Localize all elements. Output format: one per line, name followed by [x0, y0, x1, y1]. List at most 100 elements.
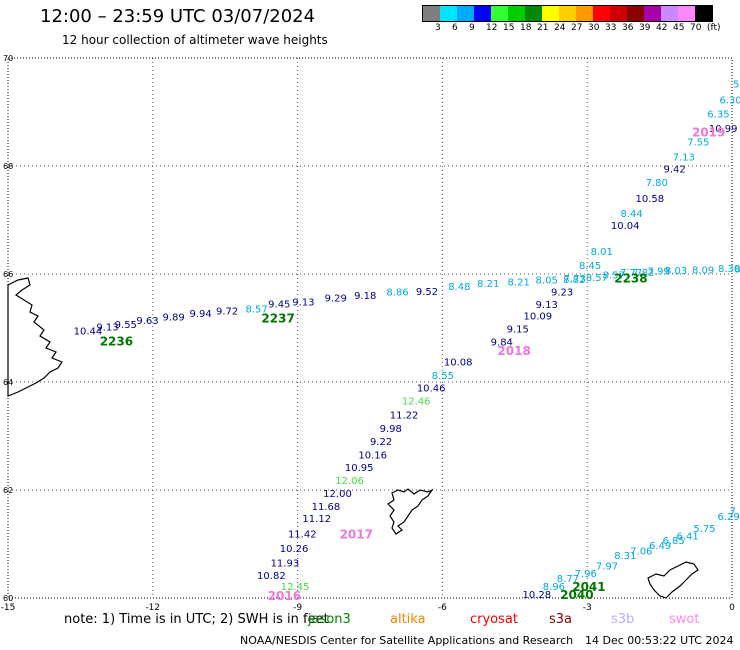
wave-height-value: 10.99 — [709, 124, 738, 135]
wave-height-value: 9.29 — [325, 294, 347, 305]
wave-height-value: 7.55 — [687, 137, 709, 148]
wave-height-value: 7.5 — [730, 506, 740, 517]
wave-height-value: 8.57 — [245, 304, 267, 315]
legend-label: 9 — [469, 23, 475, 33]
wave-height-value: 10.09 — [523, 311, 552, 322]
wave-height-value: 9.45 — [268, 299, 290, 310]
wave-height-value: 8.30 — [718, 264, 740, 275]
lon-tick-label: -15 — [1, 603, 16, 613]
wave-height-value: 10.95 — [345, 463, 374, 474]
lon-tick-label: 0 — [729, 603, 735, 613]
wave-height-value: 8.86 — [386, 288, 408, 299]
legend-labels: 3 6 9 12 15 18 21 24 27 30 33 36 39 42 45 70 (ft) — [422, 22, 721, 34]
wave-height-value: 9.13 — [536, 300, 558, 311]
wave-height-value: 8.48 — [448, 282, 470, 293]
legend-swatch — [695, 6, 712, 21]
wave-height-value: 10.58 — [635, 194, 664, 205]
coastline — [387, 488, 434, 535]
page-title: 12:00 – 23:59 UTC 03/07/2024 — [40, 6, 316, 27]
legend-swatch — [542, 6, 559, 21]
legend-label: 12 — [486, 23, 498, 33]
wave-height-value: 11.68 — [312, 502, 341, 513]
legend-label: 45 — [673, 23, 685, 33]
wave-height-value: 7.96 — [575, 569, 597, 580]
wave-height-value: 8.44 — [621, 209, 643, 220]
wave-height-value: 10.46 — [417, 384, 446, 395]
satellite-cryosat: cryosat — [470, 612, 518, 627]
legend-swatch — [593, 6, 610, 21]
wave-height-value: 8.96 — [543, 582, 565, 593]
legend-swatch — [627, 6, 644, 21]
wave-height-value: 6.29 — [718, 512, 740, 523]
wave-height-value: 8.21 — [508, 277, 530, 288]
wave-height-value: 8.09 — [692, 265, 714, 276]
legend-label: 33 — [605, 23, 617, 33]
wave-height-value: 6.85 — [662, 536, 684, 547]
wave-height-value: 9.18 — [354, 291, 376, 302]
wave-height-value: 10.28 — [523, 590, 552, 601]
legend-swatch — [474, 6, 491, 21]
wave-height-value: 8.57 — [603, 270, 625, 281]
legend-swatch — [440, 6, 457, 21]
wave-height-value: 7.06 — [630, 546, 652, 557]
wave-height-value: 8.82 — [563, 275, 585, 286]
legend-label: 30 — [588, 23, 600, 33]
legend-swatch — [678, 6, 695, 21]
lon-tick-label: -3 — [583, 603, 592, 613]
lon-tick-label: -12 — [145, 603, 160, 613]
wave-height-value: 9.63 — [136, 316, 158, 327]
pass-time-label: 2237 — [261, 312, 294, 326]
wave-height-value: 9.42 — [663, 164, 685, 175]
wave-height-value: 6.35 — [707, 109, 729, 120]
pass-time-label: 2236 — [100, 334, 133, 348]
wave-height-value: 11.93 — [271, 559, 300, 570]
wave-height-value: 10.04 — [611, 221, 640, 232]
wave-height-value: 12.46 — [402, 397, 431, 408]
wave-height-value: 7.77 — [620, 268, 642, 279]
wave-height-value: 6.30 — [719, 95, 740, 106]
wave-height-value: 11.42 — [288, 530, 317, 541]
wave-height-value: 9.13 — [292, 297, 314, 308]
legend-swatch — [525, 6, 542, 21]
wave-height-value: 9.23 — [551, 288, 573, 299]
wave-height-value: 8.45 — [579, 261, 601, 272]
legend-label: 21 — [537, 23, 549, 33]
wave-height-value: 8.31 — [614, 551, 636, 562]
page-subtitle: 12 hour collection of altimeter wave hei… — [62, 33, 328, 47]
satellite-jason3: jason3 — [308, 612, 351, 627]
wave-height-value: 7.13 — [673, 153, 695, 164]
legend-swatch — [423, 6, 440, 21]
wave-height-value: 9.22 — [370, 437, 392, 448]
wave-height-value: 9.98 — [380, 424, 402, 435]
legend-label: 24 — [554, 23, 566, 33]
legend-label: 3 — [435, 23, 441, 33]
legend-swatch — [508, 6, 525, 21]
wave-height-value: 8.77 — [557, 574, 579, 585]
wave-height-value: 10.16 — [358, 451, 387, 462]
legend-swatch — [491, 6, 508, 21]
legend-label: 15 — [503, 23, 515, 33]
wave-height-value: 6.41 — [676, 532, 698, 543]
wave-height-value: 9.72 — [216, 307, 238, 318]
wave-height-value: 8.55 — [432, 371, 454, 382]
pass-time-label: 2017 — [340, 528, 373, 542]
wave-height-value: 6.49 — [649, 541, 671, 552]
coastline — [647, 561, 699, 599]
legend-label: 36 — [622, 23, 634, 33]
wave-height-value: 8.03 — [665, 266, 687, 277]
wave-height-value: 8.21 — [477, 279, 499, 290]
legend-swatch — [559, 6, 576, 21]
legend-label: 42 — [656, 23, 668, 33]
legend-swatch — [644, 6, 661, 21]
satellite-s3b: s3b — [611, 612, 635, 627]
wave-height-value: 8.57 — [586, 273, 608, 284]
credit-line: NOAA/NESDIS Center for Satellite Applica… — [240, 634, 574, 647]
wave-height-value: 10.08 — [444, 357, 473, 368]
lat-tick-label: 62 — [3, 486, 13, 495]
legend-label: 70 — [690, 23, 702, 33]
wave-height-legend: 3 6 9 12 15 18 21 24 27 30 33 36 39 42 45 70 (ft) — [422, 5, 721, 34]
wave-height-value: 12.06 — [335, 476, 364, 487]
lon-tick-label: -9 — [293, 603, 302, 613]
wave-height-value: 8.41 — [734, 264, 740, 275]
